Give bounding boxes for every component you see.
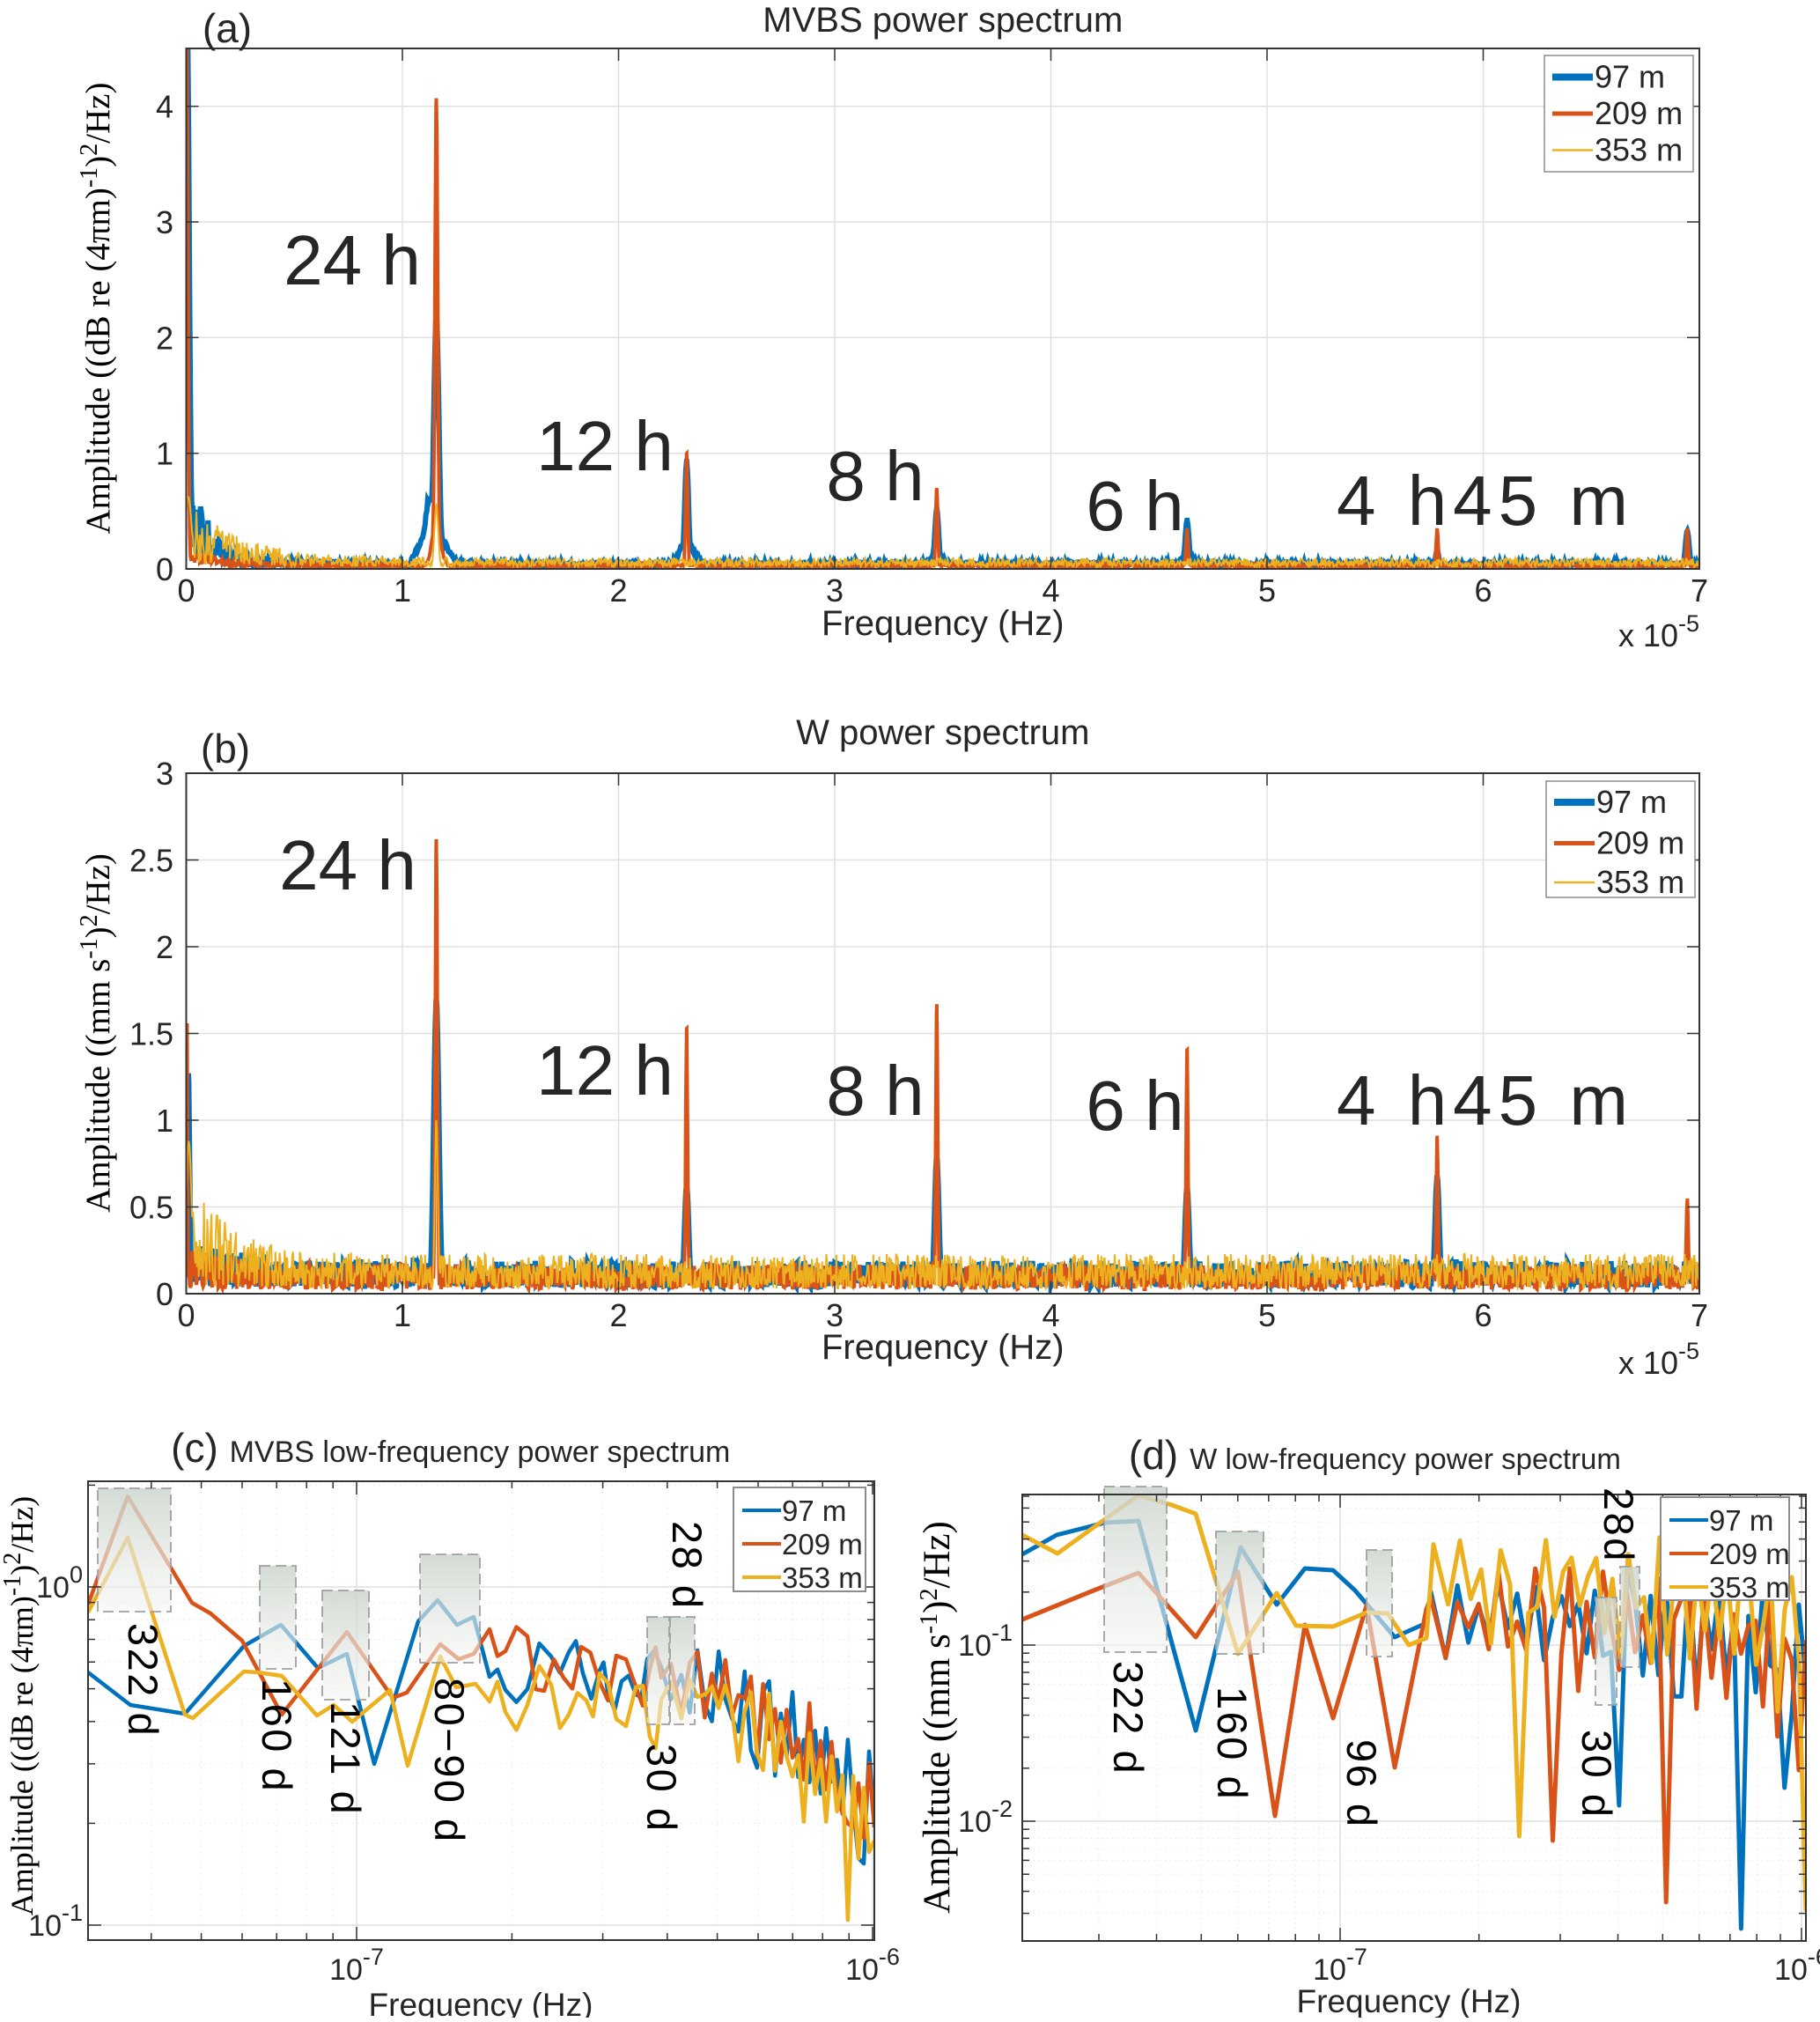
svg-text:1.5: 1.5: [129, 1016, 173, 1052]
svg-text:97 m: 97 m: [1709, 1504, 1773, 1537]
svg-text:12 h: 12 h: [536, 1031, 674, 1110]
svg-text:(c): (c): [171, 1425, 218, 1471]
svg-text:1: 1: [394, 1297, 411, 1333]
svg-text:4: 4: [1042, 572, 1059, 609]
svg-text:Amplitude ((mm s-1)2/Hz): Amplitude ((mm s-1)2/Hz): [916, 1521, 958, 1914]
svg-text:28d: 28d: [1595, 1487, 1642, 1563]
svg-text:3: 3: [826, 572, 844, 609]
svg-text:209 m: 209 m: [1595, 95, 1683, 131]
svg-text:6 h: 6 h: [1086, 1066, 1183, 1145]
svg-text:7: 7: [1691, 572, 1708, 609]
svg-text:97 m: 97 m: [782, 1494, 846, 1527]
svg-text:Frequency (Hz): Frequency (Hz): [822, 1328, 1065, 1367]
svg-text:(b): (b): [201, 726, 250, 771]
svg-text:24 h: 24 h: [284, 221, 421, 299]
svg-text:3: 3: [826, 1297, 844, 1333]
svg-text:Frequency (Hz): Frequency (Hz): [369, 1987, 593, 2018]
svg-text:7: 7: [1691, 1297, 1708, 1333]
svg-text:353 m: 353 m: [782, 1561, 863, 1594]
svg-text:6: 6: [1474, 1297, 1492, 1333]
svg-text:Amplitude ((dB re (4πm)-1)2/Hz: Amplitude ((dB re (4πm)-1)2/Hz): [0, 1496, 40, 1915]
svg-text:10-7: 10-7: [1313, 1944, 1367, 1987]
svg-text:121 d: 121 d: [322, 1701, 369, 1816]
svg-text:Amplitude ((mm s-1)2/Hz): Amplitude ((mm s-1)2/Hz): [76, 853, 117, 1213]
svg-text:(a): (a): [203, 5, 252, 51]
svg-text:1: 1: [156, 1103, 173, 1139]
svg-text:1: 1: [394, 572, 411, 609]
svg-text:2: 2: [609, 1297, 627, 1333]
svg-text:6: 6: [1474, 572, 1492, 609]
svg-text:160 d: 160 d: [1209, 1686, 1256, 1801]
svg-text:10-7: 10-7: [329, 1944, 384, 1987]
svg-text:97 m: 97 m: [1596, 784, 1667, 820]
svg-text:Frequency (Hz): Frequency (Hz): [822, 604, 1065, 643]
svg-text:MVBS power spectrum: MVBS power spectrum: [763, 1, 1123, 40]
svg-text:353 m: 353 m: [1596, 864, 1684, 900]
svg-text:97 m: 97 m: [1595, 59, 1665, 95]
svg-text:0.5: 0.5: [129, 1190, 173, 1226]
svg-text:160 d: 160 d: [254, 1679, 300, 1793]
svg-text:96 d: 96 d: [1338, 1739, 1385, 1828]
svg-text:8 h: 8 h: [826, 437, 924, 515]
svg-text:24 h: 24 h: [279, 826, 416, 904]
svg-text:4: 4: [156, 89, 173, 125]
svg-text:5: 5: [1258, 1297, 1276, 1333]
svg-text:10-6: 10-6: [1774, 1944, 1820, 1987]
svg-text:W low-frequency power spectrum: W low-frequency power spectrum: [1190, 1443, 1621, 1475]
svg-text:5: 5: [1258, 572, 1276, 609]
svg-text:8 h: 8 h: [826, 1052, 924, 1130]
svg-text:3: 3: [156, 756, 173, 792]
svg-text:353 m: 353 m: [1709, 1571, 1790, 1604]
svg-text:2.5: 2.5: [129, 843, 173, 879]
svg-text:10-6: 10-6: [845, 1944, 900, 1987]
svg-text:209 m: 209 m: [1709, 1538, 1790, 1570]
svg-text:80−90 d: 80−90 d: [426, 1678, 473, 1844]
svg-text:(d): (d): [1129, 1432, 1178, 1478]
svg-text:28 d: 28 d: [664, 1521, 711, 1610]
svg-text:322 d: 322 d: [1105, 1661, 1152, 1775]
svg-text:0: 0: [177, 1297, 195, 1333]
svg-text:12 h: 12 h: [536, 407, 674, 485]
svg-text:2: 2: [609, 572, 627, 609]
svg-text:30 d: 30 d: [1573, 1730, 1620, 1819]
svg-text:2: 2: [156, 320, 173, 356]
svg-text:3: 3: [156, 204, 173, 240]
svg-text:MVBS low-frequency power spect: MVBS low-frequency power spectrum: [230, 1435, 731, 1469]
svg-text:1: 1: [156, 436, 173, 472]
svg-text:4 h45 m: 4 h45 m: [1337, 461, 1634, 540]
svg-text:0: 0: [177, 572, 195, 609]
svg-text:322 d: 322 d: [120, 1623, 166, 1738]
svg-text:2: 2: [156, 929, 173, 965]
svg-text:353 m: 353 m: [1595, 132, 1683, 168]
svg-text:209 m: 209 m: [782, 1528, 863, 1561]
svg-text:30 d: 30 d: [638, 1744, 685, 1833]
svg-text:6 h: 6 h: [1086, 467, 1183, 545]
svg-text:209 m: 209 m: [1596, 825, 1684, 861]
svg-text:0: 0: [156, 551, 173, 587]
svg-text:Amplitude ((dB re (4πm)-1)2/Hz: Amplitude ((dB re (4πm)-1)2/Hz): [76, 83, 117, 535]
svg-text:W power spectrum: W power spectrum: [796, 713, 1089, 752]
svg-text:4 h45 m: 4 h45 m: [1337, 1061, 1634, 1140]
svg-text:4: 4: [1042, 1297, 1059, 1333]
svg-text:Frequency (Hz): Frequency (Hz): [1297, 1983, 1522, 2018]
svg-text:0: 0: [156, 1276, 173, 1312]
